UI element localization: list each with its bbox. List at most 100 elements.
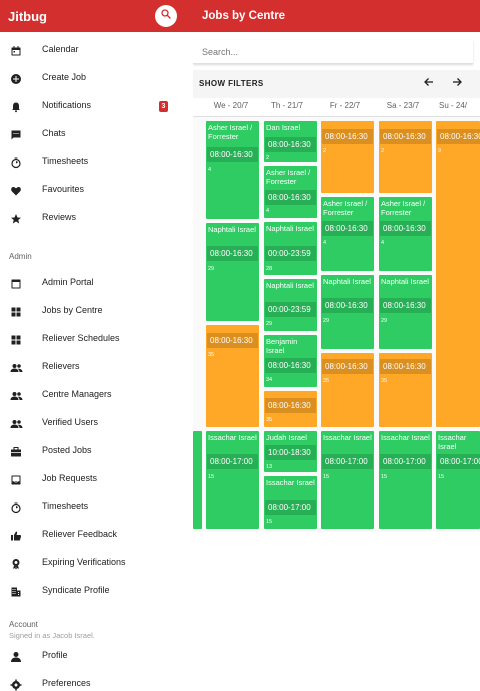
shift-count: 13 <box>266 464 273 470</box>
nav-item-favourites[interactable]: Favourites <box>0 180 193 202</box>
app-bar: Jobs by Centre <box>193 0 480 32</box>
shift-time: 08:00-17:00 <box>265 500 316 515</box>
shift-card[interactable]: 08:00-16:30 35 <box>321 353 374 427</box>
search-button[interactable] <box>155 5 177 27</box>
shift-card[interactable]: Issachar Israel 08:00-17:00 15 <box>379 431 432 529</box>
nav-item-syndicate-profile[interactable]: Syndicate Profile <box>0 581 193 603</box>
shift-card[interactable]: 08:00-16:30 35 <box>379 353 432 427</box>
nav-item-notifications[interactable]: Notifications 3 <box>0 96 193 118</box>
people-icon <box>9 417 23 431</box>
shift-card[interactable]: Asher Israel / Forrester 08:00-16:30 4 <box>264 166 317 218</box>
signed-in-text: Signed in as Jacob Israel. <box>9 631 95 640</box>
nav-item-jobs-by-centre[interactable]: Jobs by Centre <box>0 301 193 323</box>
shift-count: 15 <box>266 519 273 525</box>
nav-label: Chats <box>42 128 66 138</box>
shift-card[interactable]: Issachar Israel 08:00-17:00 15 <box>321 431 374 529</box>
nav-item-calendar[interactable]: Calendar <box>0 40 193 62</box>
arrow-left-icon <box>423 75 435 93</box>
shift-count: 29 <box>323 318 330 324</box>
nav-item-admin-timesheets[interactable]: Timesheets <box>0 497 193 519</box>
calendar-icon <box>9 44 23 58</box>
nav-item-chats[interactable]: Chats <box>0 124 193 146</box>
nav-item-create-job[interactable]: Create Job <box>0 68 193 90</box>
arrow-right-icon <box>451 75 463 93</box>
shift-card[interactable]: Naphtali Israel 08:00-16:30 29 <box>321 275 374 349</box>
people-icon <box>9 361 23 375</box>
nav-item-preferences[interactable]: Preferences <box>0 674 193 691</box>
nav-item-reliever-feedback[interactable]: Reliever Feedback <box>0 525 193 547</box>
nav-label: Posted Jobs <box>42 445 92 455</box>
navigation-drawer: Jitbug Calendar Create Job Notifications… <box>0 0 193 691</box>
shift-card[interactable]: 08:00-16:30 35 <box>206 325 259 427</box>
previous-week-button[interactable] <box>422 77 436 91</box>
nav-item-reliever-schedules[interactable]: Reliever Schedules <box>0 329 193 351</box>
search-icon <box>160 7 172 25</box>
shift-card-partial[interactable] <box>193 431 202 529</box>
nav-label: Admin Portal <box>42 277 94 287</box>
search-input[interactable] <box>193 40 473 63</box>
shift-card[interactable]: Asher Israel / Forrester 08:00-16:30 4 <box>379 197 432 271</box>
nav-item-job-requests[interactable]: Job Requests <box>0 469 193 491</box>
nav-label: Jobs by Centre <box>42 305 103 315</box>
shift-count: 34 <box>266 377 273 383</box>
nav-label: Verified Users <box>42 417 99 427</box>
shift-card[interactable]: Dan Israel 08:00-16:30 2 <box>264 121 317 162</box>
shift-card[interactable]: Naphtali Israel 08:00-16:30 29 <box>379 275 432 349</box>
shift-time: 08:00-17:00 <box>207 454 258 469</box>
shift-name: Asher Israel / Forrester <box>266 168 311 186</box>
shift-count: 35 <box>323 378 330 384</box>
shift-card[interactable]: Asher Israel / Forrester 08:00-16:30 4 <box>321 197 374 271</box>
nav-label: Profile <box>42 650 68 660</box>
shift-count: 28 <box>266 266 273 272</box>
nav-item-centre-managers[interactable]: Centre Managers <box>0 385 193 407</box>
nav-label: Relievers <box>42 361 80 371</box>
shift-count: 35 <box>381 378 388 384</box>
shift-card[interactable]: Issachar Israel 08:00-17:00 15 <box>436 431 480 529</box>
shift-card[interactable]: Asher Israel / Forrester 08:00-16:30 4 <box>206 121 259 219</box>
nav-label: Timesheets <box>42 501 89 511</box>
nav-item-reviews[interactable]: Reviews <box>0 208 193 230</box>
shift-count: 15 <box>381 474 388 480</box>
nav-item-timesheets[interactable]: Timesheets <box>0 152 193 174</box>
shift-count: 29 <box>266 321 273 327</box>
shift-time: 08:00-16:30 <box>207 333 258 348</box>
shift-time: 08:00-16:30 <box>322 129 373 144</box>
nav-item-profile[interactable]: Profile <box>0 646 193 668</box>
shift-card[interactable]: Naphtali Israel 00:00-23:59 29 <box>264 279 317 331</box>
shift-time: 08:00-16:30 <box>322 298 373 313</box>
chat-icon <box>9 128 23 142</box>
shift-time: 08:00-16:30 <box>265 398 316 413</box>
nav-label: Syndicate Profile <box>42 585 110 595</box>
bell-icon <box>9 100 23 114</box>
nav-label: Timesheets <box>42 156 89 166</box>
shift-card[interactable]: Issachar Israel 08:00-17:00 15 <box>264 476 317 529</box>
shift-time: 08:00-16:30 <box>207 147 258 162</box>
shift-card[interactable]: Naphtali Israel 00:00-23:59 28 <box>264 222 317 275</box>
day-header: Su - 24/ <box>439 101 468 110</box>
shift-count: 35 <box>208 352 215 358</box>
nav-item-relievers[interactable]: Relievers <box>0 357 193 379</box>
shift-time: 08:00-16:30 <box>265 190 316 205</box>
shift-card[interactable]: 08:00-16:30 9 <box>436 121 480 427</box>
shift-count: 29 <box>381 318 388 324</box>
shift-card[interactable]: Issachar Israel 08:00-17:00 15 <box>206 431 259 529</box>
shift-card[interactable]: Judah Israel 10:00-18:30 13 <box>264 431 317 472</box>
nav-label: Reliever Schedules <box>42 333 120 343</box>
nav-item-verified-users[interactable]: Verified Users <box>0 413 193 435</box>
shift-name: Issachar Israel <box>266 478 315 487</box>
shift-card[interactable]: 08:00-16:30 2 <box>321 121 374 193</box>
show-filters-button[interactable]: SHOW FILTERS <box>199 79 264 88</box>
shift-card[interactable]: 08:00-16:30 35 <box>264 391 317 427</box>
shift-card[interactable]: Benjamin Israel 08:00-16:30 34 <box>264 335 317 387</box>
shift-name: Naphtali Israel <box>266 281 314 290</box>
page-title: Jobs by Centre <box>202 10 286 22</box>
next-week-button[interactable] <box>450 77 464 91</box>
schedule-grid: Asher Israel / Forrester 08:00-16:30 4 N… <box>193 116 480 532</box>
nav-item-admin-portal[interactable]: Admin Portal <box>0 273 193 295</box>
shift-count: 4 <box>208 167 212 173</box>
app-title: Jitbug <box>8 8 47 24</box>
shift-card[interactable]: Naphtali Israel 08:00-16:30 29 <box>206 223 259 321</box>
nav-item-posted-jobs[interactable]: Posted Jobs <box>0 441 193 463</box>
nav-item-expiring-verifications[interactable]: Expiring Verifications <box>0 553 193 575</box>
shift-card[interactable]: 08:00-16:30 2 <box>379 121 432 193</box>
